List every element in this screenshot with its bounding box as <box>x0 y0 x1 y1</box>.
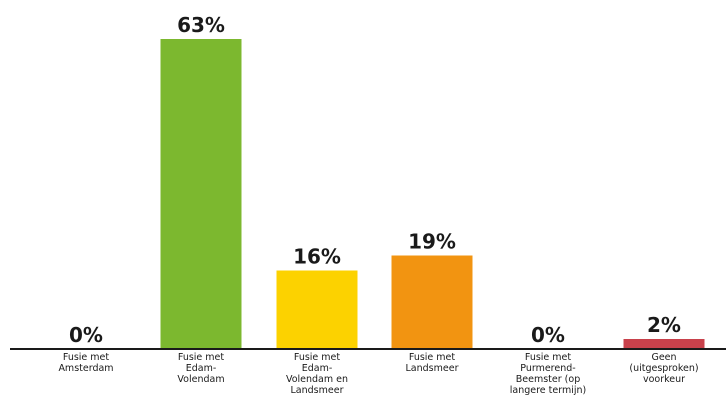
category-label-line: Landsmeer <box>291 385 344 396</box>
category-label-line: (uitgesproken) <box>629 363 698 374</box>
category-label-4: Fusie met Landsmeer <box>406 352 459 374</box>
bars-group <box>160 39 705 349</box>
value-label-6: 2% <box>647 313 681 337</box>
category-label-line: Beemster (op <box>516 374 580 385</box>
category-label-line: Volendam en <box>286 374 348 385</box>
category-label-line: Fusie met <box>409 352 456 363</box>
category-label-line: Fusie met <box>294 352 341 363</box>
value-label-1: 0% <box>69 323 103 347</box>
category-label-3: Fusie met Edam-Volendam en Landsmeer <box>286 352 348 396</box>
category-label-line: Edam- <box>302 363 333 374</box>
value-label-4: 19% <box>408 230 456 254</box>
category-label-2: Fusie met Edam-Volendam <box>177 352 224 385</box>
category-label-line: Geen <box>651 352 676 363</box>
category-label-6: Geen (uitgesproken) voorkeur <box>629 352 698 385</box>
value-label-5: 0% <box>531 323 565 347</box>
category-label-1: Fusie met Amsterdam <box>58 352 113 374</box>
category-label-line: Volendam <box>177 374 224 385</box>
bar-4 <box>391 255 473 349</box>
category-label-5: Fusie met Purmerend-Beemster (op langere t… <box>510 352 587 396</box>
bar-6 <box>623 339 705 349</box>
category-label-line: langere termijn) <box>510 385 587 396</box>
category-label-line: Purmerend- <box>520 363 575 374</box>
category-label-line: Edam- <box>186 363 217 374</box>
category-label-line: Fusie met <box>63 352 110 363</box>
category-label-line: Landsmeer <box>406 363 459 374</box>
bar-2 <box>160 39 242 349</box>
category-label-line: voorkeur <box>643 374 685 385</box>
value-labels-group: 0% 63% 16% 19% 0% 2% <box>69 13 681 347</box>
category-label-line: Fusie met <box>525 352 572 363</box>
bar-3 <box>276 270 358 349</box>
category-label-line: Amsterdam <box>58 363 113 374</box>
category-label-line: Fusie met <box>178 352 225 363</box>
value-label-2: 63% <box>177 13 225 37</box>
value-label-3: 16% <box>293 244 341 268</box>
